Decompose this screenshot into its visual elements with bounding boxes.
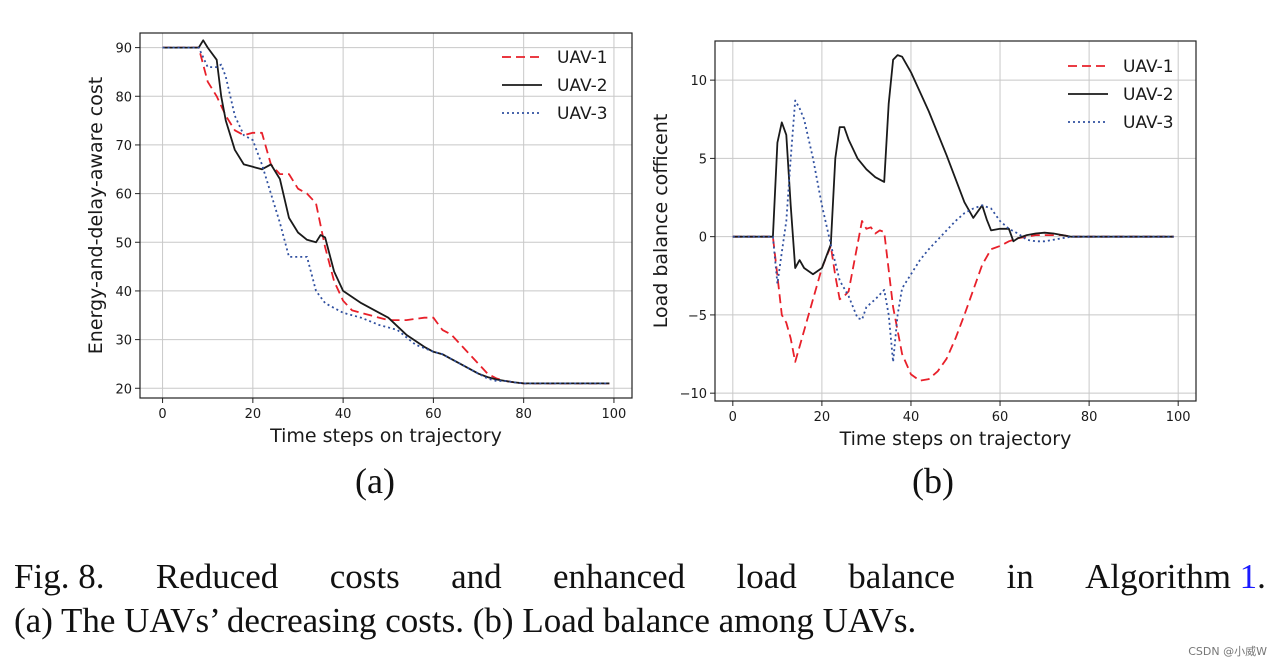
y-tick-label: 50	[115, 236, 132, 251]
caption-word: and	[451, 557, 502, 596]
caption-word: Algorithm 1.	[1085, 555, 1266, 599]
legend-label-uav-3: UAV-3	[1123, 113, 1174, 133]
axes-frame	[714, 40, 1197, 402]
y-tick-label: 0	[699, 231, 707, 246]
y-tick-label: 40	[115, 285, 132, 300]
y-tick-label: 5	[699, 152, 707, 167]
y-tick-label: 60	[115, 188, 132, 203]
y-tick-label: −10	[680, 387, 707, 402]
caption-period: .	[1257, 557, 1266, 596]
caption-word: load	[736, 557, 797, 596]
caption-line-2: (a) The UAVs’ decreasing costs. (b) Load…	[14, 601, 917, 640]
y-tick-label: 90	[115, 42, 132, 57]
caption-word-algorithm: Algorithm	[1085, 557, 1231, 596]
figure-caption: Fig. 8. Reduced costs and enhanced load …	[14, 555, 1266, 643]
y-tick-label: 10	[690, 74, 707, 89]
caption-fig-label: Fig. 8.	[14, 557, 105, 596]
y-axis-label: Load balance cofficent	[650, 114, 672, 329]
y-tick-label: 80	[115, 90, 132, 105]
caption-line-1: Fig. 8. Reduced costs and enhanced load …	[14, 555, 1266, 599]
y-tick-label: 70	[115, 139, 132, 154]
x-tick-label: 20	[814, 410, 831, 425]
x-tick-label: 100	[1166, 410, 1191, 425]
x-axis-label: Time steps on trajectory	[269, 425, 502, 447]
caption-word: enhanced	[553, 557, 686, 596]
series-line-uav-2	[732, 54, 1174, 276]
y-tick-label: −5	[688, 309, 707, 324]
x-tick-label: 100	[602, 407, 627, 422]
legend-label-uav-1: UAV-1	[1123, 57, 1174, 77]
y-tick-label: 20	[115, 382, 132, 397]
x-tick-label: 40	[335, 407, 352, 422]
y-axis-label: Energy-and-delay-aware cost	[85, 77, 107, 354]
x-tick-label: 60	[425, 407, 442, 422]
caption-word: Reduced	[155, 557, 279, 596]
axes-frame	[139, 32, 633, 399]
legend-label-uav-2: UAV-2	[1123, 85, 1174, 105]
x-axis-label: Time steps on trajectory	[839, 428, 1072, 450]
x-tick-label: 40	[903, 410, 920, 425]
y-tick-label: 30	[115, 334, 132, 349]
x-tick-label: 80	[515, 407, 532, 422]
x-tick-label: 0	[158, 407, 166, 422]
x-tick-label: 0	[729, 410, 737, 425]
x-tick-label: 20	[245, 407, 262, 422]
chart-a: 0 20 40 60 80 100 20 30 40 50 60 70 80 90 Time steps o…	[85, 32, 633, 447]
series-line-uav-1	[732, 220, 1174, 382]
series-line-uav-3	[732, 99, 1174, 363]
caption-word: costs	[329, 557, 400, 596]
legend-label-uav-3: UAV-3	[557, 104, 608, 124]
x-tick-label: 60	[992, 410, 1009, 425]
legend-label-uav-2: UAV-2	[557, 76, 608, 96]
watermark: CSDN @小威W	[1188, 645, 1267, 658]
panel-label-b: (b)	[912, 461, 954, 501]
caption-word: balance	[848, 557, 956, 596]
series-line-uav-3	[162, 46, 610, 385]
chart-b: 0 20 40 60 80 100 −10 −5 0 5 10 Time steps on traje…	[650, 40, 1197, 450]
series-line-uav-2	[162, 39, 610, 385]
panel-label-a: (a)	[355, 461, 395, 501]
legend-label-uav-1: UAV-1	[557, 48, 608, 68]
series-line-uav-1	[162, 46, 610, 385]
x-tick-label: 80	[1081, 410, 1098, 425]
algorithm-ref-link[interactable]: 1	[1239, 557, 1258, 596]
caption-word: in	[1006, 557, 1034, 596]
